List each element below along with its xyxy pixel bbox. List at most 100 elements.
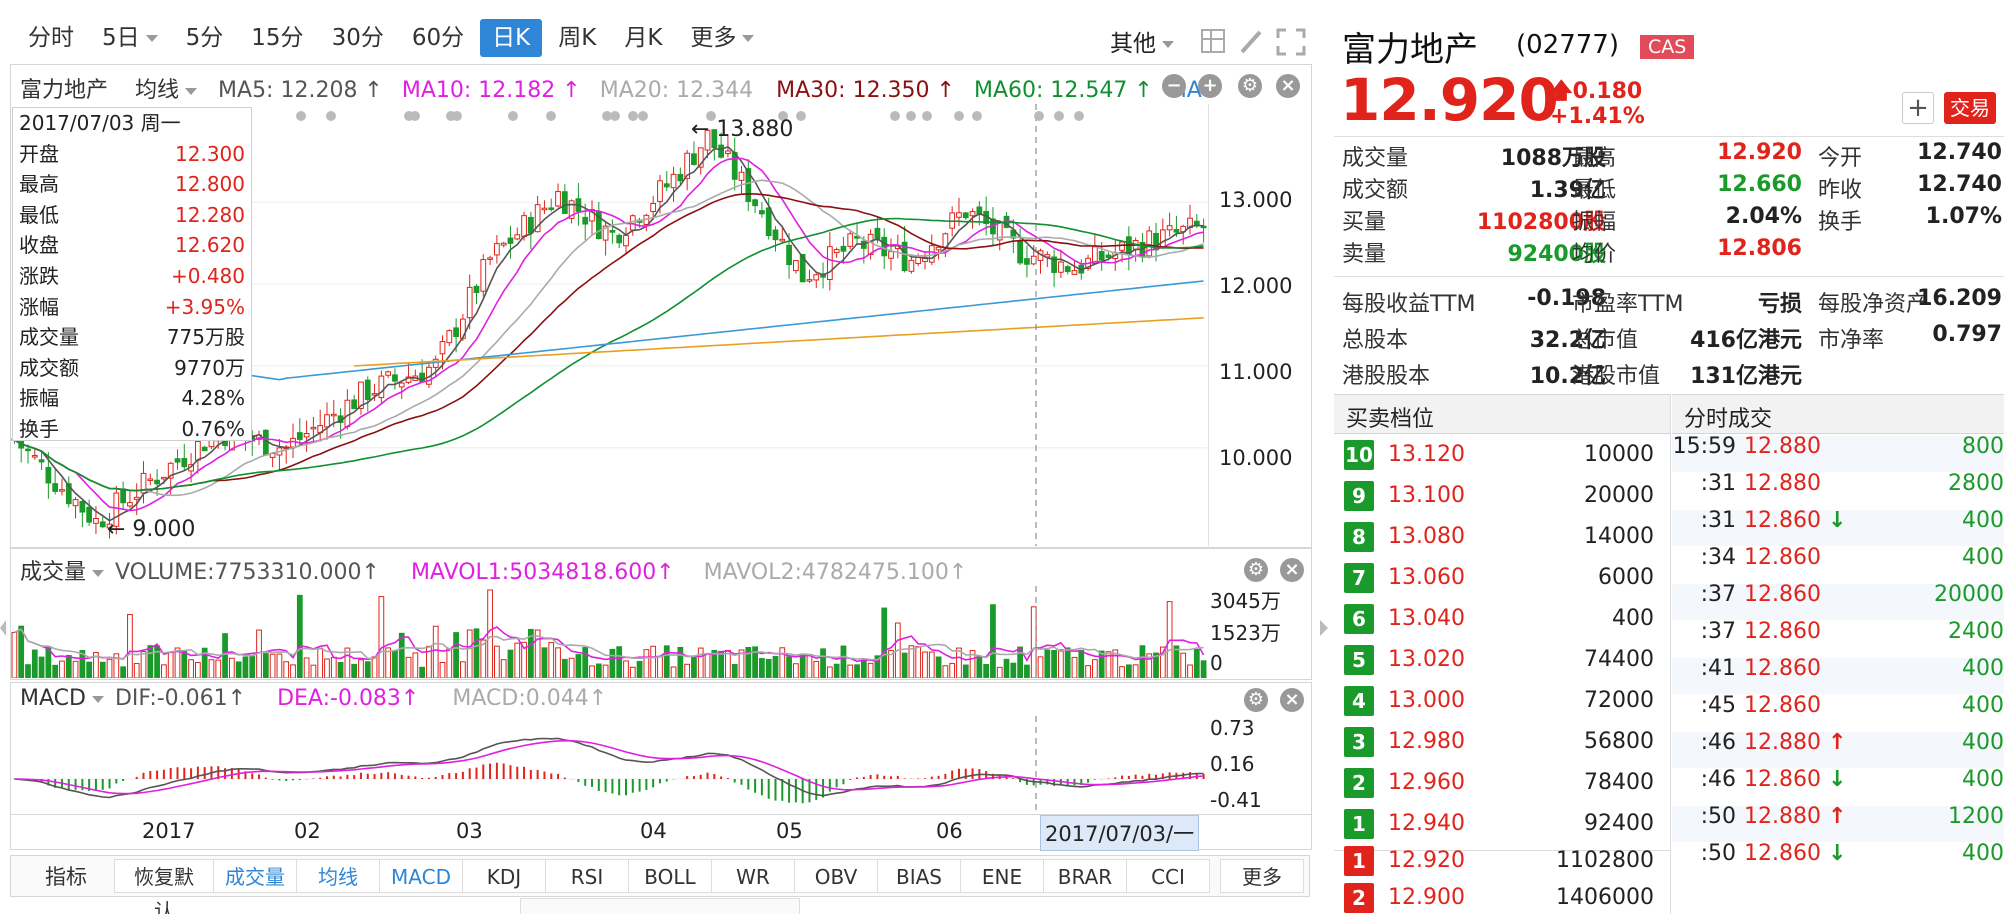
expand-arrow-icon[interactable] (0, 620, 6, 636)
indicator-10[interactable]: ENE (960, 859, 1044, 893)
tick-time: :50 (1700, 841, 1736, 866)
ask-price[interactable]: 12.980 (1388, 729, 1465, 754)
volume-bar (1173, 645, 1180, 678)
stock-code: (02777) (1516, 30, 1619, 60)
event-marker[interactable] (778, 111, 788, 121)
indicator-2[interactable]: 均线 (296, 859, 380, 893)
ask-price[interactable]: 13.000 (1388, 688, 1465, 713)
fund-value: 0.797 (1932, 322, 2002, 347)
minus-icon[interactable]: − (1162, 74, 1186, 98)
other-dropdown[interactable]: 其他 (1110, 24, 1174, 58)
event-marker[interactable] (890, 111, 900, 121)
event-marker[interactable] (796, 111, 806, 121)
ohlc-row: 收盘 12.620 (13, 230, 251, 261)
event-marker[interactable] (922, 111, 932, 121)
event-marker[interactable] (706, 111, 716, 121)
event-marker[interactable] (610, 111, 620, 121)
volume-bar (548, 642, 555, 678)
close-icon[interactable]: × (1280, 688, 1304, 712)
tab-1[interactable]: 5日 (90, 19, 170, 57)
tab-6[interactable]: 日K (480, 19, 543, 57)
candle (174, 458, 181, 463)
candle (792, 260, 799, 272)
ma-mode-dropdown[interactable]: 均线 (135, 78, 198, 103)
ask-price[interactable]: 13.080 (1388, 524, 1465, 549)
pen-icon[interactable] (1240, 30, 1262, 54)
close-icon[interactable]: × (1276, 74, 1300, 98)
event-marker[interactable] (1074, 111, 1084, 121)
indicator-7[interactable]: WR (711, 859, 795, 893)
volume-bar (657, 656, 663, 678)
event-marker[interactable] (972, 111, 982, 121)
indicator-4[interactable]: KDJ (462, 859, 546, 893)
volume-canvas[interactable] (11, 586, 1207, 678)
event-marker[interactable] (326, 111, 336, 121)
event-marker[interactable] (296, 111, 306, 121)
candle (446, 330, 453, 344)
volume-bar (235, 661, 242, 678)
bid-price[interactable]: 12.920 (1388, 848, 1465, 873)
tab-5[interactable]: 60分 (411, 25, 465, 51)
volume-bar (161, 664, 167, 678)
gear-icon[interactable]: ⚙ (1238, 74, 1262, 98)
grid-icon[interactable] (1201, 29, 1225, 53)
add-watchlist-button[interactable]: + (1902, 92, 1934, 124)
kline-canvas[interactable]: ← 13.880 ← 9.000 (11, 104, 1207, 546)
volume-bar (833, 663, 840, 678)
event-marker[interactable] (602, 111, 612, 121)
indicator-5[interactable]: RSI (545, 859, 629, 893)
tab-7[interactable]: 周K (558, 25, 597, 51)
tab-9[interactable]: 更多 (678, 19, 766, 57)
bottom-handle[interactable] (520, 898, 800, 914)
tick-volume: 2800 (1948, 471, 2004, 496)
indicator-1[interactable]: 成交量 (213, 859, 297, 893)
gear-icon[interactable]: ⚙ (1244, 558, 1268, 582)
indicator-12[interactable]: CCI (1126, 859, 1210, 893)
event-marker[interactable] (410, 111, 420, 121)
indicator-6[interactable]: BOLL (628, 859, 712, 893)
close-icon[interactable]: × (1280, 558, 1304, 582)
plus-icon[interactable]: + (1198, 74, 1222, 98)
indicator-0[interactable]: 恢复默认 (114, 859, 214, 914)
indicator-8[interactable]: OBV (794, 859, 878, 893)
trade-button[interactable]: 交易 (1944, 92, 1996, 124)
event-marker[interactable] (638, 111, 648, 121)
event-marker[interactable] (1034, 111, 1044, 121)
event-marker[interactable] (508, 111, 518, 121)
tab-4[interactable]: 30分 (331, 25, 384, 51)
event-marker[interactable] (906, 111, 916, 121)
volume-legend: 成交量 VOLUME:7753310.000↑ MAVOL1:5034818.6… (20, 560, 968, 585)
collapse-arrow-icon[interactable] (1320, 620, 1328, 636)
indicator-9[interactable]: BIAS (877, 859, 961, 893)
ask-price[interactable]: 13.060 (1388, 565, 1465, 590)
tick-price: 12.860 (1744, 767, 1821, 792)
tab-2[interactable]: 5分 (185, 25, 224, 51)
indicator-13[interactable]: 更多 (1220, 859, 1304, 893)
event-marker[interactable] (954, 111, 964, 121)
ask-price[interactable]: 13.120 (1388, 442, 1465, 467)
x-tick: 06 (936, 819, 963, 843)
tab-3[interactable]: 15分 (251, 25, 304, 51)
ohlc-row: 成交额 9770万 (13, 353, 251, 384)
volume-bar (1187, 664, 1193, 678)
ask-price[interactable]: 13.100 (1388, 483, 1465, 508)
ask-price[interactable]: 13.020 (1388, 647, 1465, 672)
event-marker[interactable] (452, 111, 462, 121)
tab-8[interactable]: 月K (624, 25, 663, 51)
fund-value: 亏损 (1757, 292, 1802, 317)
indicator-3[interactable]: MACD (379, 859, 463, 893)
bid-price[interactable]: 12.900 (1388, 885, 1465, 910)
event-marker[interactable] (546, 111, 556, 121)
tick-time: :41 (1700, 656, 1736, 681)
indicator-11[interactable]: BRAR (1043, 859, 1127, 893)
ask-price[interactable]: 13.040 (1388, 606, 1465, 631)
event-marker[interactable] (1054, 111, 1064, 121)
fullscreen-icon[interactable] (1276, 28, 1306, 56)
ask-price[interactable]: 12.960 (1388, 770, 1465, 795)
volume-bar (154, 645, 160, 678)
macd-canvas[interactable] (11, 716, 1207, 814)
tab-0[interactable]: 分时 (28, 25, 74, 51)
gear-icon[interactable]: ⚙ (1244, 688, 1268, 712)
ask-price[interactable]: 12.940 (1388, 811, 1465, 836)
event-marker[interactable] (628, 111, 638, 121)
